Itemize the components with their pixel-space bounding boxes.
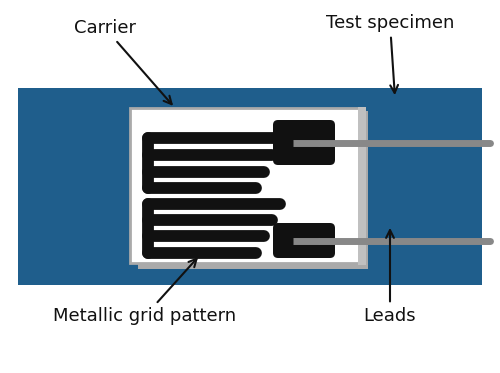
Bar [138, 111, 368, 269]
Text: Leads: Leads [364, 230, 416, 325]
Bar [18, 88, 482, 285]
FancyBboxPatch shape [273, 120, 335, 165]
Text: Carrier: Carrier [74, 19, 172, 104]
Bar [130, 108, 362, 263]
Text: Test specimen: Test specimen [326, 14, 454, 93]
Bar [358, 107, 366, 265]
FancyBboxPatch shape [273, 223, 335, 258]
Text: Metallic grid pattern: Metallic grid pattern [54, 259, 236, 325]
